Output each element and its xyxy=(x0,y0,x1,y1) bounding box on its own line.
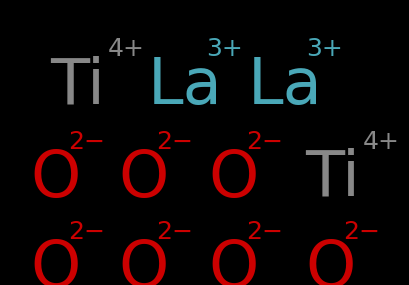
Text: 2−: 2− xyxy=(68,220,105,244)
Text: 4+: 4+ xyxy=(362,130,399,154)
Text: O: O xyxy=(207,148,258,210)
Text: 2−: 2− xyxy=(245,220,282,244)
Text: Ti: Ti xyxy=(304,148,359,210)
Text: La: La xyxy=(247,55,322,117)
Text: 2−: 2− xyxy=(155,130,193,154)
Text: Ti: Ti xyxy=(50,55,105,117)
Text: O: O xyxy=(207,238,258,285)
Text: La: La xyxy=(148,55,222,117)
Text: 3+: 3+ xyxy=(305,37,342,61)
Text: 2−: 2− xyxy=(155,220,193,244)
Text: O: O xyxy=(30,238,80,285)
Text: 2−: 2− xyxy=(342,220,379,244)
Text: 4+: 4+ xyxy=(108,37,144,61)
Text: O: O xyxy=(304,238,355,285)
Text: 3+: 3+ xyxy=(205,37,242,61)
Text: O: O xyxy=(118,148,168,210)
Text: O: O xyxy=(118,238,168,285)
Text: O: O xyxy=(30,148,80,210)
Text: 2−: 2− xyxy=(68,130,105,154)
Text: 2−: 2− xyxy=(245,130,282,154)
